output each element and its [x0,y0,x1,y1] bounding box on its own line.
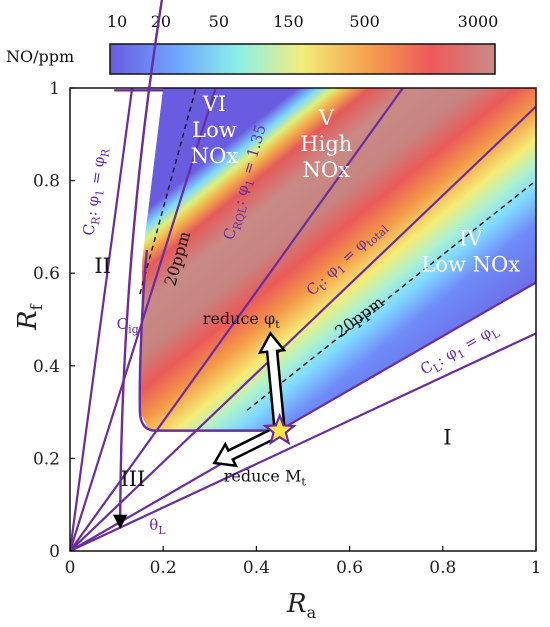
x-tick-label: 0.8 [429,558,456,578]
boundary-lines [70,88,536,551]
x-tick-label: 0.6 [336,558,363,578]
colorbar-tick-label: 500 [349,12,380,31]
x-axis-label: Ra [286,589,317,622]
curve-label-cig: Cig [117,315,139,336]
y-tick-label: 0.8 [33,172,60,192]
x-tick-label: 0.4 [243,558,270,578]
contour-lines [139,88,536,411]
colorbar-label: NO/ppm [6,47,74,66]
region-label-line: Low NOx [421,252,520,276]
region-label-iii: III [120,467,145,491]
region-label-line: III [120,467,145,491]
colorbar-tick-label: 20 [151,12,171,31]
plot-frame [69,87,537,552]
region-label-line: Low [192,118,237,142]
region-label-line: NOx [303,158,351,182]
theta-l-label: θL [149,516,166,537]
x-tick-label: 1 [531,558,542,578]
curve-label-cr: CR: φ1 = φR [79,146,112,237]
reduce-phi-arrow [257,331,287,433]
boundary-line-lower [70,332,536,551]
y-tick-label: 0.2 [33,449,60,469]
colorbar-bar [109,43,496,75]
cr-boundary-curve [114,89,279,432]
x-tick-label: 0 [65,558,76,578]
y-tick-label: 0.6 [33,264,60,284]
region-label-line: I [443,426,451,450]
region-label-i: I [443,426,451,450]
colorbar-tick-label: 10 [107,12,127,31]
region-label-line: II [94,254,111,278]
no-heatmap-region [139,88,536,431]
boundary-line-cr [70,88,134,551]
contour-line-20ppm [246,180,536,411]
x-axis-ticks: 0 0.2 0.4 0.6 0.8 1 [65,546,542,578]
operating-point-star [262,412,297,446]
boundary-line-ct [70,105,536,551]
reduce-mdot-label: reduce Mt [224,467,307,489]
region-label-ii: II [94,254,111,278]
boundary-line-cl [70,281,536,551]
plot-area: 0 0.2 0.4 0.6 0.8 1 0 0.2 0.4 0.6 0.8 1 [33,79,541,578]
region-label-line: VI [202,92,226,116]
colorbar-tick-label: 150 [273,12,304,31]
colorbar-tick-label: 3000 [458,12,499,31]
colorbar-tick-label: 50 [209,12,229,31]
region-label-line: V [318,106,335,130]
region-label-line: NOx [191,144,239,168]
y-tick-label: 0.4 [33,357,60,377]
boundary-line-iii [70,88,404,551]
reduce-phi-label: reduce φt [203,309,280,331]
y-axis-label: Rf [13,303,46,331]
region-label-line: High [300,132,352,156]
y-tick-label: 1 [49,79,60,99]
y-axis-ticks: 0 0.2 0.4 0.6 0.8 1 [33,79,75,562]
colorbar: NO/ppm 10 20 50 150 500 3000 [6,12,499,75]
y-tick-label: 0 [49,542,60,562]
colorbar-ticks: 10 20 50 150 500 3000 [107,12,499,31]
region-label-line: IV [459,226,483,250]
x-tick-label: 0.2 [150,558,177,578]
